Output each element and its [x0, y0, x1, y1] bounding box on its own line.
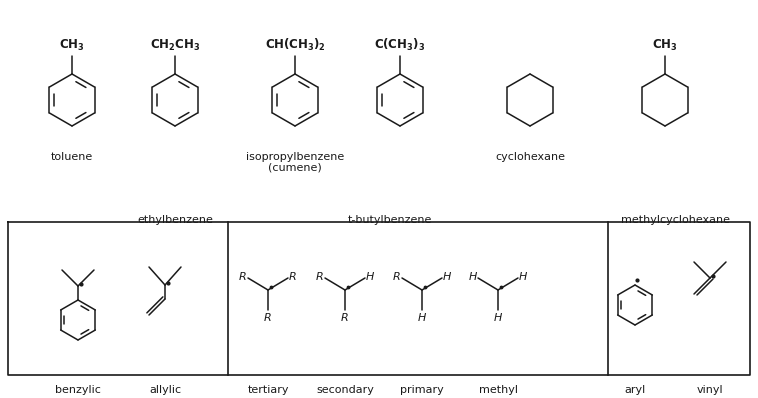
Text: isopropylbenzene: isopropylbenzene [246, 152, 344, 162]
Text: R: R [239, 272, 247, 282]
Text: benzylic: benzylic [55, 385, 101, 395]
Text: aryl: aryl [625, 385, 646, 395]
Text: toluene: toluene [51, 152, 93, 162]
Text: R: R [289, 272, 297, 282]
Text: cyclohexane: cyclohexane [495, 152, 565, 162]
Text: ethylbenzene: ethylbenzene [137, 215, 213, 225]
Text: $\mathregular{CH_3}$: $\mathregular{CH_3}$ [59, 38, 85, 53]
Text: (cumene): (cumene) [268, 163, 322, 173]
Text: R: R [316, 272, 324, 282]
Text: primary: primary [400, 385, 444, 395]
Text: H: H [366, 272, 374, 282]
Text: $\mathregular{CH_2CH_3}$: $\mathregular{CH_2CH_3}$ [150, 38, 200, 53]
Text: methylcyclohexane: methylcyclohexane [621, 215, 729, 225]
Text: R: R [393, 272, 401, 282]
Text: H: H [443, 272, 451, 282]
Text: $\mathregular{C(CH_3)_3}$: $\mathregular{C(CH_3)_3}$ [374, 37, 425, 53]
Text: allylic: allylic [149, 385, 181, 395]
Text: tertiary: tertiary [247, 385, 289, 395]
Text: R: R [341, 313, 349, 323]
Text: H: H [468, 272, 478, 282]
Text: secondary: secondary [316, 385, 374, 395]
Text: R: R [264, 313, 272, 323]
Text: t-butylbenzene: t-butylbenzene [348, 215, 432, 225]
Text: $\mathregular{CH(CH_3)_2}$: $\mathregular{CH(CH_3)_2}$ [265, 37, 325, 53]
Text: vinyl: vinyl [697, 385, 723, 395]
Text: H: H [418, 313, 426, 323]
Text: H: H [518, 272, 527, 282]
Text: H: H [493, 313, 503, 323]
Text: $\mathregular{CH_3}$: $\mathregular{CH_3}$ [652, 38, 678, 53]
Text: methyl: methyl [478, 385, 518, 395]
